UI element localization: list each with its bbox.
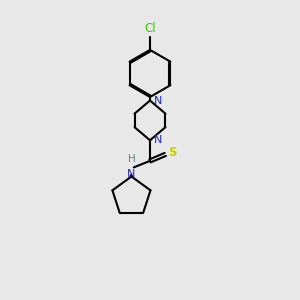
Text: N: N xyxy=(154,135,162,145)
Text: Cl: Cl xyxy=(144,22,156,34)
Text: S: S xyxy=(168,146,177,159)
Text: N: N xyxy=(154,95,162,106)
Text: H: H xyxy=(128,154,135,164)
Text: N: N xyxy=(127,169,136,179)
